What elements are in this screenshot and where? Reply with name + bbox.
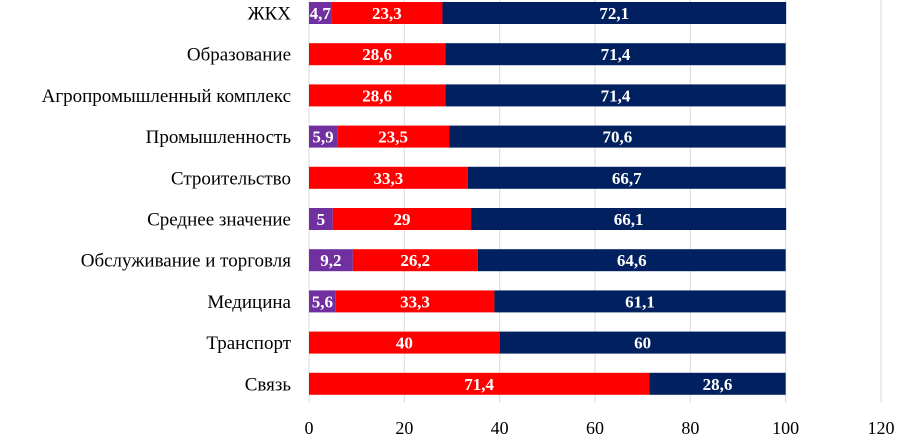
bar-segment: [499, 331, 786, 354]
data-label: 61,1: [625, 292, 655, 311]
bar-segment: [449, 125, 786, 148]
category-label: Строительство: [171, 168, 291, 189]
bar-segment: [467, 166, 786, 189]
data-label: 33,3: [400, 292, 430, 311]
data-label: 28,6: [362, 45, 392, 64]
x-tick-label: 120: [868, 418, 895, 438]
data-label: 26,2: [400, 251, 430, 270]
data-label: 71,4: [601, 45, 631, 64]
data-label: 66,7: [612, 169, 642, 188]
bar-segment: [309, 290, 336, 313]
bar-segment: [352, 249, 478, 272]
data-label: 40: [396, 334, 413, 353]
data-label: 5,6: [312, 292, 333, 311]
bar-segment: [309, 125, 338, 148]
category-labels: ЖКХ Образование Агропромышленный комплекс П…: [42, 4, 292, 396]
bar-segment: [477, 249, 786, 272]
data-label: 5,9: [312, 128, 333, 147]
data-label: 60: [634, 334, 651, 353]
bar-segment: [471, 208, 787, 230]
x-tick-label: 80: [681, 418, 699, 438]
data-label: 23,5: [378, 128, 408, 147]
bar-segment: [332, 208, 472, 230]
data-label: 29: [393, 210, 410, 229]
data-label: 5: [317, 210, 326, 229]
category-label: Промышленность: [146, 127, 292, 148]
bar-segment: [331, 2, 443, 24]
data-label: 4,7: [310, 4, 332, 23]
bars: [309, 2, 787, 395]
bar-segment: [309, 166, 468, 189]
bar-segment: [309, 2, 332, 24]
bar-segment: [309, 249, 353, 272]
bar-segment: [309, 84, 446, 107]
bar-segment: [649, 372, 786, 395]
bar-segment: [442, 2, 787, 24]
category-label: Транспорт: [206, 333, 291, 354]
data-label: 28,6: [362, 86, 392, 105]
data-label: 72,1: [599, 4, 629, 23]
data-label: 66,1: [614, 210, 644, 229]
data-label: 28,6: [703, 375, 733, 394]
category-label: ЖКХ: [248, 4, 292, 25]
category-label: Обслуживание и торговля: [81, 251, 292, 272]
bar-segment: [335, 290, 495, 313]
category-label: Агропромышленный комплекс: [42, 86, 291, 107]
category-label: Связь: [245, 374, 292, 395]
data-labels: 4,7 23,3 72,1 28,6 71,4 28,6 71,4 5,9 23,5 70,6 33…: [310, 4, 733, 394]
gridlines: [308, 0, 882, 403]
data-label: 9,2: [320, 251, 341, 270]
bar-segment: [309, 43, 446, 66]
x-tick-label: 100: [772, 418, 799, 438]
x-tick-label: 20: [395, 418, 413, 438]
x-axis-ticks: 0 20 40 60 80 100 120: [305, 418, 895, 438]
data-label: 71,4: [601, 86, 631, 105]
category-label: Образование: [187, 45, 291, 66]
bar-segment: [309, 331, 500, 354]
x-tick-label: 0: [305, 418, 314, 438]
category-label: Среднее значение: [147, 210, 291, 231]
data-label: 33,3: [373, 169, 403, 188]
bar-segment: [309, 208, 333, 230]
data-label: 71,4: [464, 375, 494, 394]
x-tick-label: 40: [491, 418, 509, 438]
bar-segment: [445, 43, 786, 66]
bar-segment: [445, 84, 786, 107]
bar-segment: [337, 125, 450, 148]
category-label: Медицина: [207, 292, 291, 313]
bar-segment: [309, 372, 650, 395]
bar-segment: [494, 290, 786, 313]
data-label: 64,6: [617, 251, 647, 270]
data-label: 23,3: [372, 4, 402, 23]
data-label: 70,6: [603, 128, 633, 147]
x-tick-label: 60: [586, 418, 604, 438]
